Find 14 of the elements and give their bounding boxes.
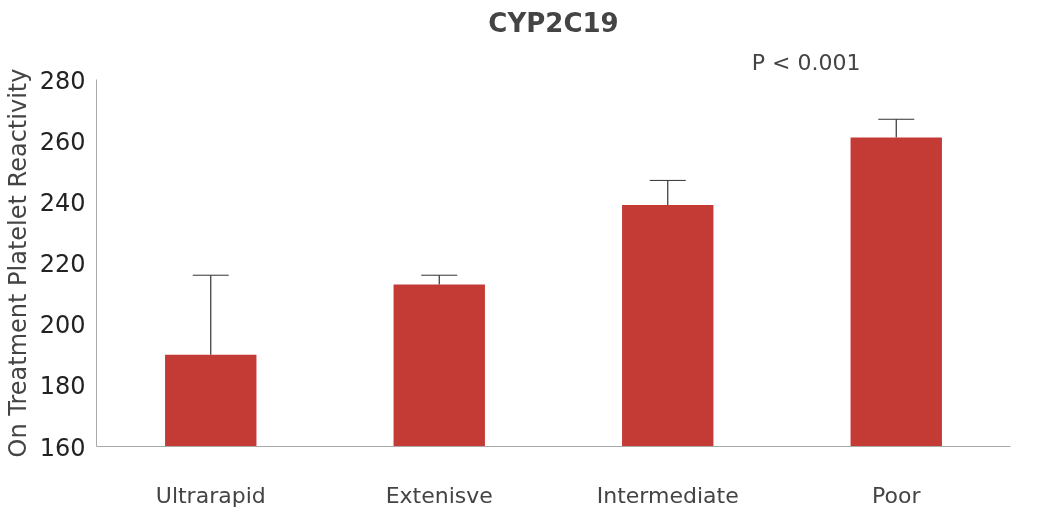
x-tick-label: Intermediate [596,482,739,508]
y-tick-label: 240 [39,188,86,217]
x-tick-label: Poor [872,482,922,508]
y-tick-label: 220 [39,250,86,278]
y-tick-label: 160 [39,433,86,462]
text: P < 0.001 [751,49,861,75]
y-tick-label: 260 [39,127,86,156]
y-tick-label: 180 [39,372,86,401]
y-tick-label: 200 [39,311,86,340]
chart-title: CYP2C19 [488,7,619,38]
x-tick-label: Ultrarapid [155,482,266,508]
y-tick-label: 280 [39,66,86,95]
y-axis-title: On Treatment Platelet Reactivity [3,68,32,458]
x-tick-label: Extenisve [385,482,493,508]
